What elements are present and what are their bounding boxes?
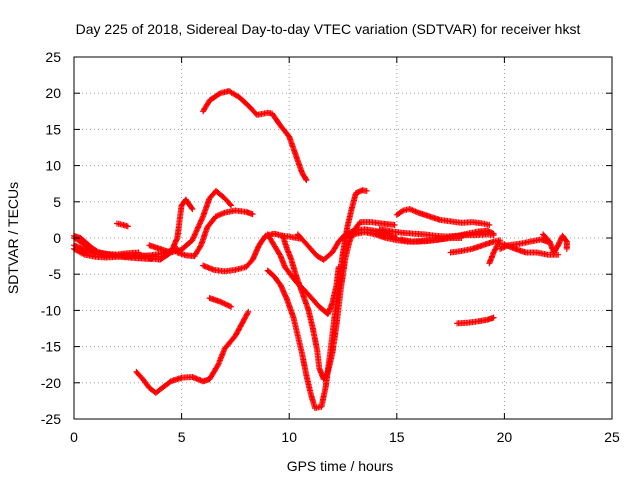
series-markers — [540, 231, 570, 256]
series-markers — [206, 295, 235, 310]
series-arc-14 — [264, 187, 370, 412]
x-tick-label: 25 — [604, 429, 620, 445]
axis-ticks — [73, 56, 613, 420]
series-arc-22 — [454, 314, 497, 327]
series-arc-24 — [497, 236, 551, 252]
series-arc-11 — [206, 295, 235, 310]
series-markers — [200, 230, 303, 275]
series-arc-19 — [398, 231, 497, 245]
series-arc-07 — [174, 207, 256, 260]
series-arc-10 — [200, 88, 310, 184]
series-markers — [447, 237, 504, 256]
series-markers — [393, 206, 493, 228]
x-tick-label: 15 — [389, 429, 405, 445]
series-markers — [497, 236, 551, 252]
series-markers — [200, 88, 310, 184]
y-tick-label: 10 — [45, 158, 61, 174]
series-arc-15 — [279, 219, 398, 383]
series-markers — [133, 308, 252, 396]
series-arc-21 — [447, 237, 504, 256]
y-axis-label: SDTVAR / TECUs — [5, 182, 21, 294]
y-tick-label: -10 — [41, 302, 61, 318]
series-markers — [114, 220, 131, 230]
series-arc-20 — [393, 206, 493, 228]
y-tick-label: -20 — [41, 375, 61, 391]
series-arc-08 — [114, 220, 131, 230]
series-markers — [174, 207, 256, 260]
chart-title: Day 225 of 2018, Sidereal Day-to-day VTE… — [76, 21, 581, 37]
y-tick-label: 0 — [53, 230, 61, 246]
y-tick-label: 5 — [53, 194, 61, 210]
y-tick-label: 15 — [45, 121, 61, 137]
series-markers — [398, 231, 497, 245]
x-axis-label: GPS time / hours — [287, 458, 394, 474]
x-tick-label: 20 — [497, 429, 513, 445]
series-markers — [264, 187, 370, 412]
series-arc-06 — [146, 187, 235, 256]
series-arc-09 — [200, 230, 303, 275]
series-markers — [146, 187, 235, 256]
y-tick-label: -5 — [49, 266, 62, 282]
y-tick-label: 25 — [45, 49, 61, 65]
x-tick-label: 5 — [178, 429, 186, 445]
y-tick-label: -25 — [41, 411, 61, 427]
x-tick-label: 0 — [70, 429, 78, 445]
series-markers — [454, 314, 497, 327]
data-points — [71, 88, 570, 412]
y-tick-label: 20 — [45, 85, 61, 101]
series-markers — [279, 219, 398, 383]
x-tick-label: 10 — [281, 429, 297, 445]
tick-labels: 0 5 10 15 20 25 -25 -20 -15 -10 -5 0 5 10 15 20 25 — [41, 49, 620, 445]
y-tick-label: -15 — [41, 339, 61, 355]
series-arc-25 — [540, 231, 570, 256]
series-arc-12 — [133, 308, 252, 396]
